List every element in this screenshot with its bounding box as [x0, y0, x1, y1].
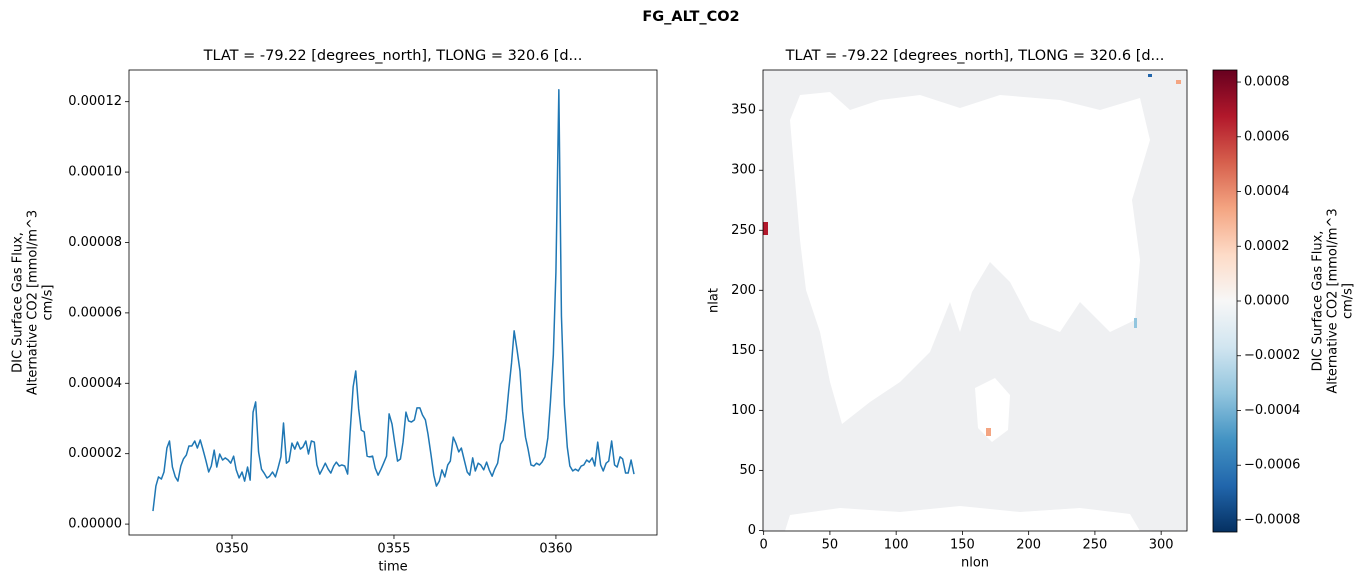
axes-frame	[762, 69, 1188, 532]
y-tick-label: 300	[731, 163, 756, 178]
colorbar-tick-label: 0.0004	[1244, 184, 1290, 199]
y-tick-label: 0.00010	[68, 165, 122, 180]
x-tick-label: 100	[884, 538, 909, 553]
x-axis-label: time	[378, 560, 407, 575]
flux-spot	[986, 428, 991, 436]
x-tick-label: 50	[822, 538, 839, 553]
colorbar	[1212, 69, 1238, 533]
y-tick-label: 0.00004	[68, 376, 122, 391]
flux-spot	[1148, 74, 1152, 77]
axes-title: TLAT = -79.22 [degrees_north], TLONG = 3…	[785, 48, 1165, 64]
figure-title: FG_ALT_CO2	[642, 9, 739, 25]
y-axis-label: cm/s]	[1341, 283, 1356, 319]
map-image	[763, 70, 1187, 531]
flux-spot	[1134, 318, 1137, 328]
data-line	[152, 88, 635, 512]
x-tick-label: 0	[760, 538, 768, 553]
flux-spot	[1176, 80, 1181, 84]
y-tick-label: 0.00008	[68, 235, 122, 250]
y-tick-label: 0.00002	[68, 446, 122, 461]
axes-frame	[128, 69, 658, 536]
y-tick-label: 200	[731, 283, 756, 298]
y-tick-label: 0	[748, 523, 756, 538]
y-tick-label: 0.00012	[68, 94, 122, 109]
colorbar-tick-label: −0.0002	[1244, 348, 1300, 363]
x-tick-label: 0350	[215, 542, 248, 557]
x-axis-label: nlon	[961, 556, 989, 571]
y-tick-label: 0.00006	[68, 305, 122, 320]
y-axis-label: nlat	[707, 288, 722, 313]
colorbar-tick-label: −0.0008	[1244, 512, 1300, 527]
y-tick-label: 50	[739, 463, 756, 478]
y-axis-label: cm/s]	[41, 284, 56, 320]
flux-spot	[763, 222, 768, 235]
x-tick-label: 200	[1016, 538, 1041, 553]
land	[975, 378, 1010, 442]
colorbar-tick-label: 0.0006	[1244, 129, 1290, 144]
y-tick-label: 350	[731, 103, 756, 118]
y-tick-label: 100	[731, 403, 756, 418]
axes-title: TLAT = -79.22 [degrees_north], TLONG = 3…	[203, 48, 583, 64]
y-axis-label: DIC Surface Gas Flux,	[11, 232, 26, 373]
y-axis-label: Alternative CO2 [mmol/m^3	[26, 210, 41, 395]
x-tick-label: 150	[950, 538, 975, 553]
x-tick-label: 0355	[377, 542, 410, 557]
y-tick-label: 150	[731, 343, 756, 358]
x-tick-label: 250	[1082, 538, 1107, 553]
land	[785, 506, 1140, 531]
colorbar-tick-label: 0.0000	[1244, 294, 1290, 309]
x-tick-label: 300	[1149, 538, 1174, 553]
colorbar-tick-label: 0.0008	[1244, 75, 1290, 90]
y-axis-label: DIC Surface Gas Flux,	[1311, 231, 1326, 372]
x-tick-label: 0360	[539, 542, 572, 557]
colorbar-tick-label: −0.0004	[1244, 403, 1300, 418]
land	[790, 92, 1150, 424]
y-axis-label: Alternative CO2 [mmol/m^3	[1326, 208, 1341, 393]
y-tick-label: 0.00000	[68, 517, 122, 532]
colorbar-tick-label: 0.0002	[1244, 239, 1290, 254]
colorbar-tick-label: −0.0006	[1244, 458, 1300, 473]
y-tick-label: 250	[731, 223, 756, 238]
